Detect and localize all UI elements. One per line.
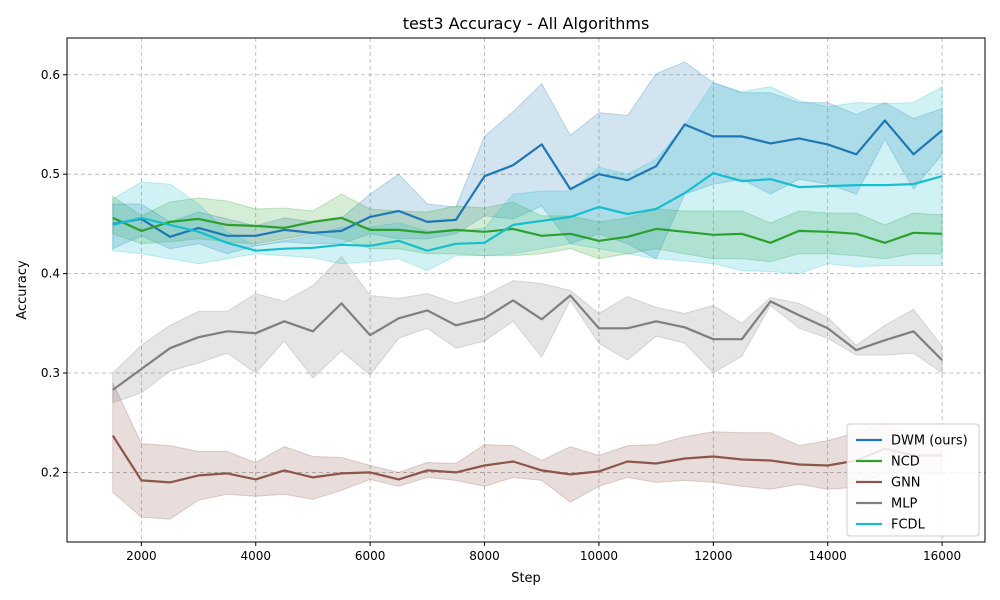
legend-label-fcdl: FCDL xyxy=(891,518,926,533)
dwm-ours-confidence-band xyxy=(112,61,943,260)
x-axis-ticks: 2000 4000 6000 8000 10000 12000 14000 16000 xyxy=(126,542,961,563)
plot-frame xyxy=(66,37,986,543)
mlp-confidence-band xyxy=(112,255,943,404)
x-tick-label: 6000 xyxy=(355,549,386,563)
x-axis-title: Step xyxy=(511,571,541,586)
y-tick-label: 0.2 xyxy=(41,465,60,479)
y-axis-title: Accuracy xyxy=(15,260,30,320)
gnn-series-line xyxy=(111,435,943,484)
y-tick-label: 0.6 xyxy=(41,68,60,82)
grid-lines xyxy=(67,38,985,542)
x-tick-label: 4000 xyxy=(240,549,271,563)
legend-label-ncd: NCD xyxy=(891,455,920,470)
legend-label-gnn: GNN xyxy=(891,476,921,491)
y-tick-label: 0.5 xyxy=(41,167,60,181)
legend-label-dwm-ours: DWM (ours) xyxy=(891,434,968,449)
ncd-series-line xyxy=(112,216,943,244)
mlp-series-line xyxy=(112,294,943,391)
x-tick-label: 10000 xyxy=(580,549,618,563)
x-tick-label: 16000 xyxy=(923,549,961,563)
y-axis-ticks: 0.2 0.3 0.4 0.5 0.6 xyxy=(41,68,67,479)
legend: DWM (ours) NCD GNN MLP FCDL xyxy=(846,423,980,537)
x-tick-label: 8000 xyxy=(469,549,500,563)
x-tick-label: 14000 xyxy=(809,549,847,563)
dwm-ours-series-line xyxy=(112,119,943,238)
fcdl-confidence-band xyxy=(112,82,943,275)
x-tick-label: 2000 xyxy=(126,549,157,563)
legend-label-mlp: MLP xyxy=(891,497,917,512)
series-lines xyxy=(111,119,943,484)
y-tick-label: 0.4 xyxy=(41,267,60,281)
confidence-bands xyxy=(112,61,943,520)
legend-box xyxy=(846,423,980,537)
chart-title: test3 Accuracy - All Algorithms xyxy=(403,14,650,33)
x-tick-label: 12000 xyxy=(694,549,732,563)
y-tick-label: 0.3 xyxy=(41,366,60,380)
fcdl-series-line xyxy=(112,172,943,252)
